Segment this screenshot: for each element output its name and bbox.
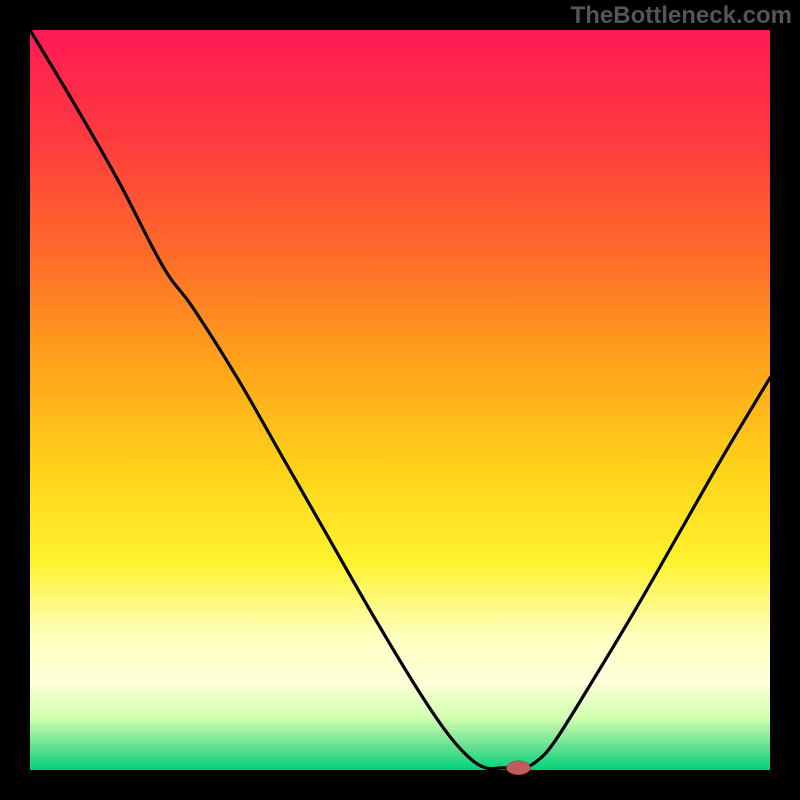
watermark-text: TheBottleneck.com xyxy=(571,2,792,30)
bottleneck-chart: TheBottleneck.com xyxy=(0,0,800,800)
chart-svg xyxy=(0,0,800,800)
optimal-marker xyxy=(506,761,530,775)
